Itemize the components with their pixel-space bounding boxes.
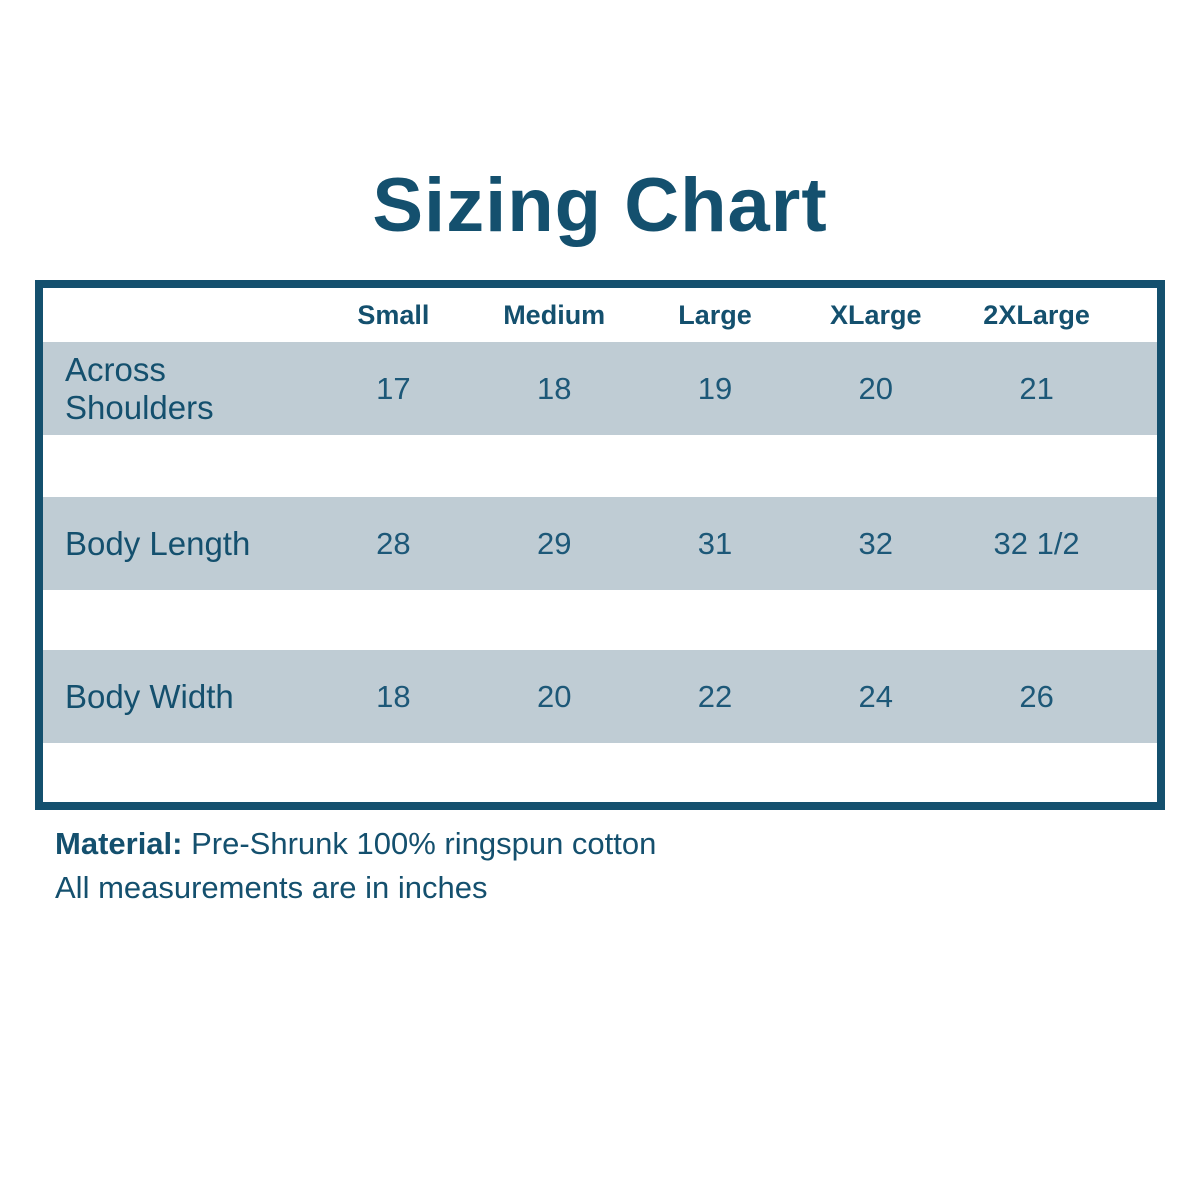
material-line: Material: Pre-Shrunk 100% ringspun cotto… — [55, 822, 656, 866]
cell-body-length-large: 31 — [697, 525, 733, 561]
row-label: Body Width — [43, 678, 313, 716]
table-header-row: Small Medium Large XLarge 2XLarge — [43, 288, 1157, 342]
material-value: Pre-Shrunk 100% ringspun cotton — [191, 826, 657, 861]
row-label: Across Shoulders — [43, 351, 313, 427]
cell-across-shoulders-xlarge: 20 — [858, 370, 894, 406]
cell-across-shoulders-small: 17 — [376, 370, 411, 406]
row-label: Body Length — [43, 525, 313, 563]
cell-across-shoulders-2xlarge: 21 — [1019, 370, 1054, 406]
cell-across-shoulders-medium: 18 — [536, 370, 572, 406]
column-header-2xlarge: 2XLarge — [983, 299, 1090, 330]
row-label-text: Across Shoulders — [65, 350, 214, 426]
column-header-small: Small — [357, 299, 430, 330]
cell-body-length-small: 28 — [376, 525, 411, 561]
row-gap — [43, 590, 1157, 650]
cell-body-length-medium: 29 — [536, 525, 572, 561]
row-label-text: Body Width — [65, 677, 234, 715]
table-row-body-width: Body Width 18 20 22 24 26 — [43, 650, 1157, 743]
cell-body-width-large: 22 — [697, 678, 733, 714]
cell-body-length-2xlarge: 32 1/2 — [993, 525, 1080, 561]
cell-body-width-medium: 20 — [536, 678, 572, 714]
table-row-body-length: Body Length 28 29 31 32 32 1/2 — [43, 497, 1157, 590]
cell-body-width-2xlarge: 26 — [1019, 678, 1054, 714]
column-header-xlarge: XLarge — [830, 299, 922, 330]
column-header-medium: Medium — [503, 299, 606, 330]
cell-across-shoulders-large: 19 — [697, 370, 733, 406]
footer-notes: Material: Pre-Shrunk 100% ringspun cotto… — [55, 822, 656, 910]
page-title: Sizing Chart — [372, 163, 828, 248]
sizing-table: Small Medium Large XLarge 2XLarge Across… — [35, 280, 1165, 810]
cell-body-width-xlarge: 24 — [858, 678, 894, 714]
measurement-note: All measurements are in inches — [55, 870, 488, 906]
cell-body-width-small: 18 — [376, 678, 411, 714]
table-row-across-shoulders: Across Shoulders 17 18 19 20 21 — [43, 342, 1157, 435]
column-header-large: Large — [678, 299, 752, 330]
row-gap — [43, 435, 1157, 497]
material-label: Material: — [55, 826, 183, 861]
row-label-text: Body Length — [65, 524, 251, 562]
cell-body-length-xlarge: 32 — [858, 525, 894, 561]
